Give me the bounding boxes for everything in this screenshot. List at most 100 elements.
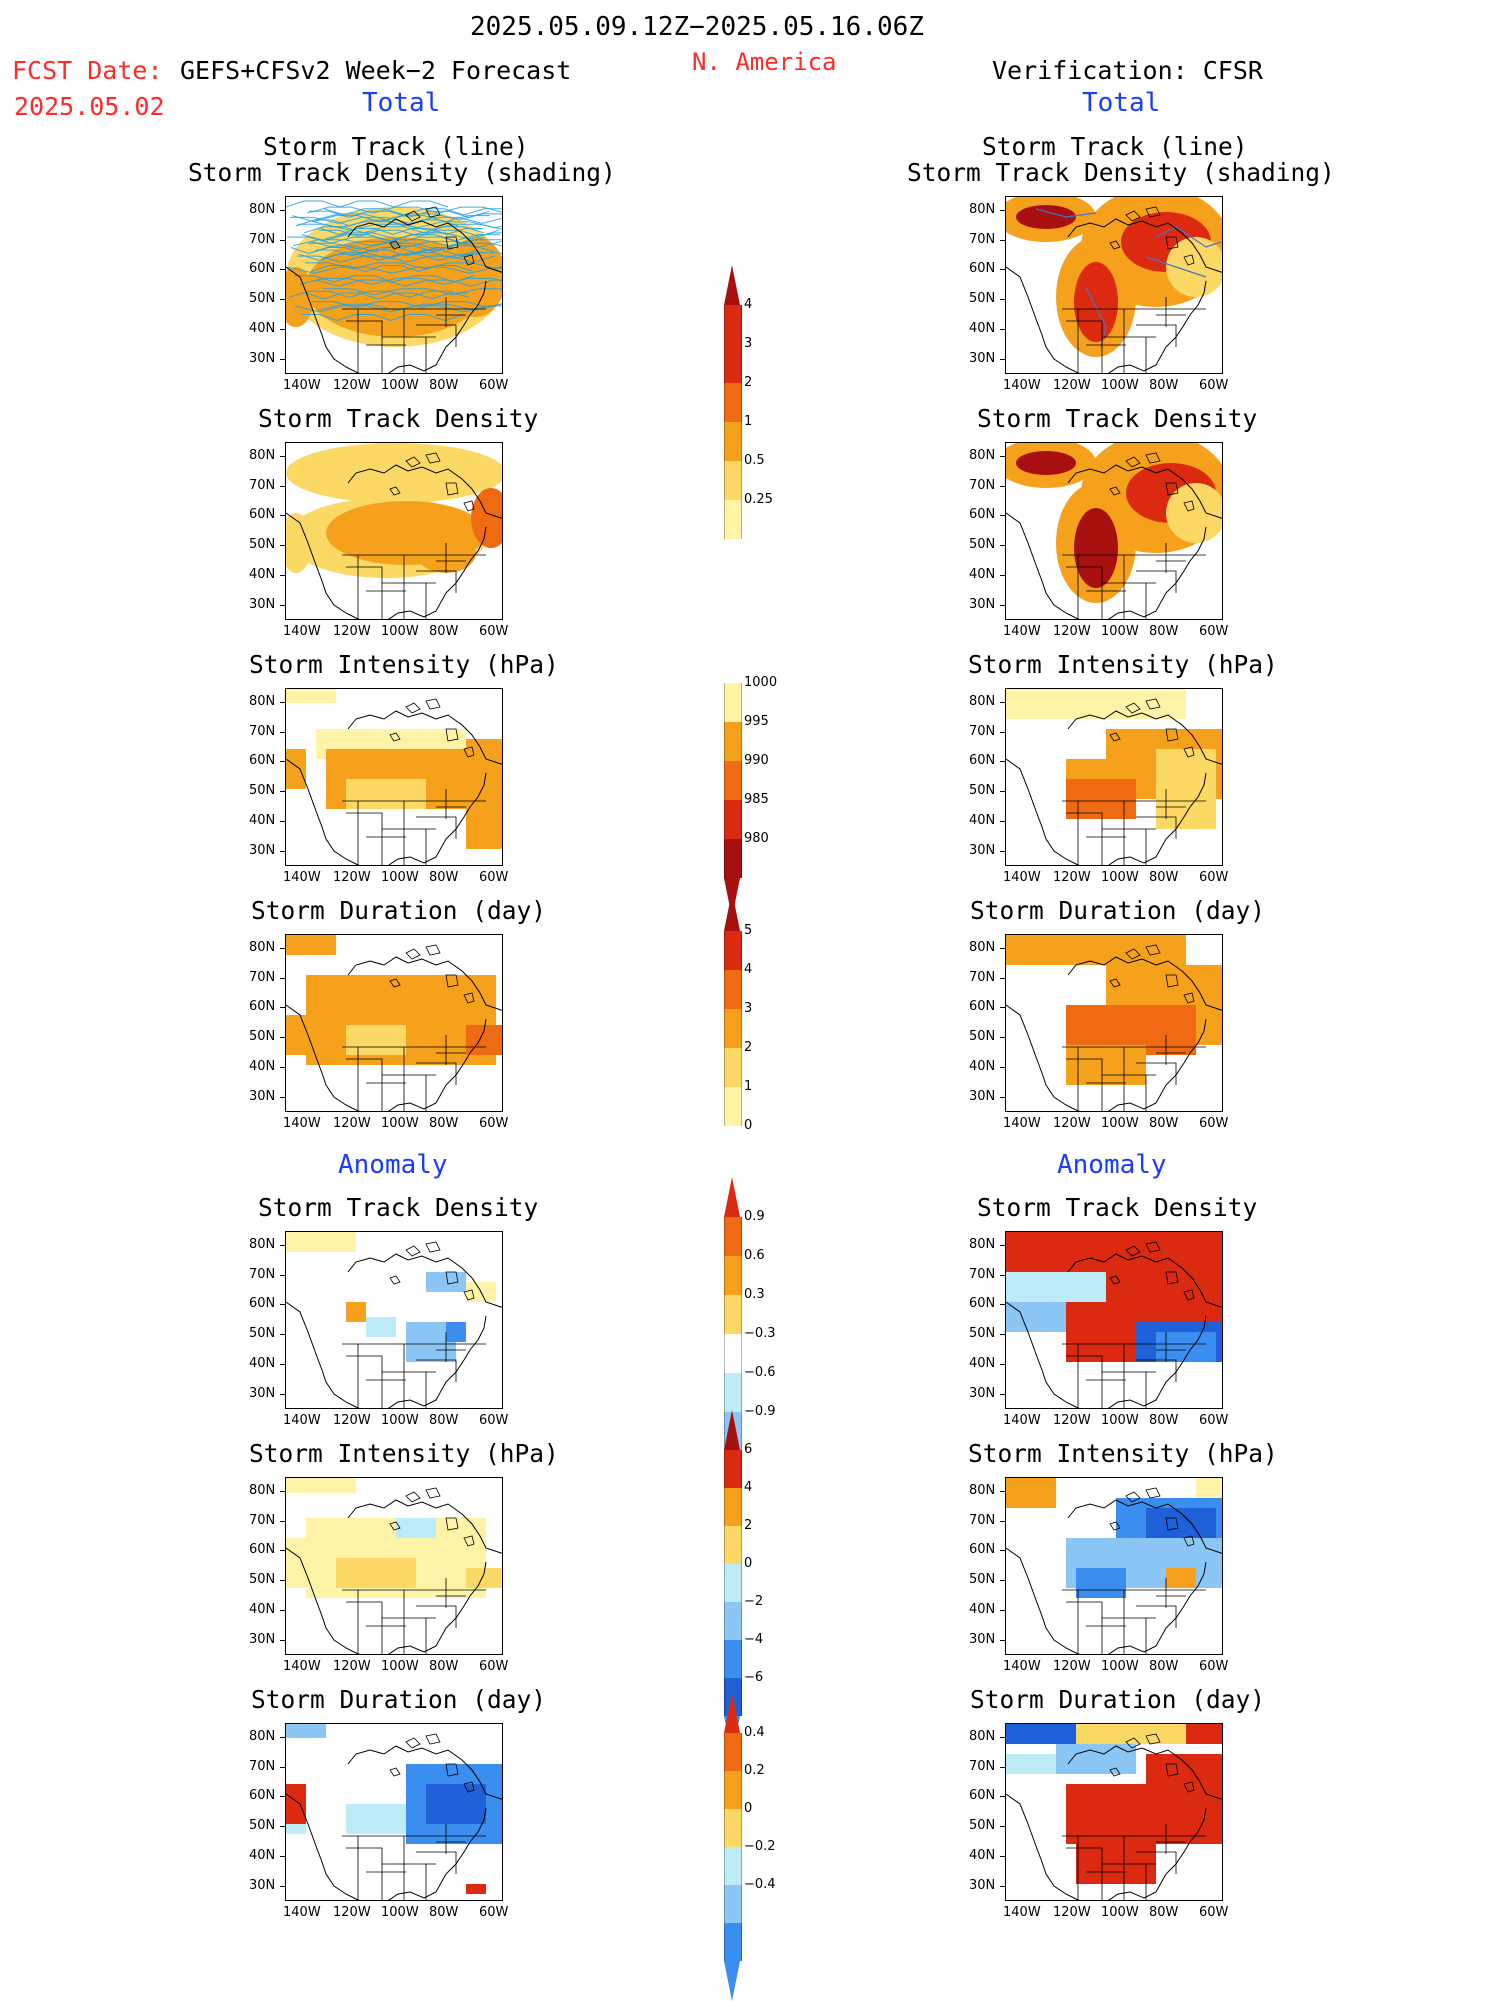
verification-intensity-lon-label: 140W (1003, 870, 1041, 885)
forecast-duration-lon-label: 80W (429, 1116, 459, 1131)
forecast-anom-intensity-lat-label: 60N (249, 1542, 276, 1557)
intensity-total-colorbar-label: 990 (744, 753, 769, 768)
forecast-anom-density-lon-label: 100W (381, 1413, 419, 1428)
verification-duration-lon-label: 60W (1199, 1116, 1229, 1131)
lat-tick (1000, 1610, 1005, 1611)
forecast-anom-intensity-map (285, 1477, 503, 1655)
lat-tick (1000, 948, 1005, 949)
verification-density-lines-lat-label: 60N (969, 261, 996, 276)
verification-density-lines-map (1005, 196, 1223, 374)
lat-tick (280, 1491, 285, 1492)
lat-tick (1000, 269, 1005, 270)
forecast-anom-duration-lat-label: 60N (249, 1788, 276, 1803)
colorbar-segment (724, 305, 742, 344)
lat-tick (280, 1304, 285, 1305)
lat-tick (1000, 1007, 1005, 1008)
verification-intensity-lat-label: 50N (969, 783, 996, 798)
verification-duration-lon-label: 140W (1003, 1116, 1041, 1131)
lat-tick (280, 575, 285, 576)
colorbar-segment (724, 1048, 742, 1087)
lat-tick (1000, 1856, 1005, 1857)
colorbar-segment (724, 683, 742, 722)
forecast-anom-intensity-lat-label: 50N (249, 1572, 276, 1587)
verification-density-lines-lat-label: 80N (969, 202, 996, 217)
anomaly-left-header: Anomaly (338, 1150, 448, 1180)
verification-density-lat-label: 30N (969, 597, 996, 612)
lat-tick (280, 486, 285, 487)
verification-anom-duration-lon-label: 80W (1149, 1905, 1179, 1920)
forecast-duration-lat-label: 50N (249, 1029, 276, 1044)
colorbar-segment (724, 1373, 742, 1412)
verification-anom-density-lon-label: 100W (1101, 1413, 1139, 1428)
forecast-intensity-map (285, 688, 503, 866)
lat-tick (280, 1245, 285, 1246)
lat-tick (280, 1886, 285, 1887)
lat-tick (1000, 486, 1005, 487)
lat-tick (280, 1067, 285, 1068)
lat-tick (280, 1856, 285, 1857)
verification-intensity-lat-label: 40N (969, 813, 996, 828)
left-track-line-title: Storm Track (line) (263, 132, 529, 161)
forecast-anom-density-lat-label: 70N (249, 1267, 276, 1282)
verification-anom-duration-lat-label: 70N (969, 1759, 996, 1774)
verification-anom-duration-lon-label: 120W (1053, 1905, 1091, 1920)
lat-tick (280, 978, 285, 979)
forecast-anom-duration-lon-label: 60W (479, 1905, 509, 1920)
forecast-anom-density-map (285, 1231, 503, 1409)
forecast-duration-lon-label: 60W (479, 1116, 509, 1131)
verification-anom-density-lat-label: 80N (969, 1237, 996, 1252)
forecast-intensity-lat-label: 30N (249, 843, 276, 858)
intensity-anom-colorbar-label: 0 (744, 1556, 753, 1571)
intensity-total-colorbar-label: 980 (744, 831, 769, 846)
forecast-anom-intensity-lon-label: 80W (429, 1659, 459, 1674)
forecast-density-lon-label: 80W (429, 624, 459, 639)
forecast-duration-lat-label: 30N (249, 1089, 276, 1104)
region-label: N. America (692, 48, 837, 76)
lat-tick (280, 1334, 285, 1335)
verification-density-lat-label: 60N (969, 507, 996, 522)
colorbar-top-arrow (724, 265, 740, 305)
forecast-anom-duration-lat-label: 30N (249, 1878, 276, 1893)
left-anom-duration-title: Storm Duration (day) (251, 1685, 547, 1714)
forecast-anom-intensity-lon-label: 120W (333, 1659, 371, 1674)
lat-tick (1000, 1304, 1005, 1305)
duration-anom-colorbar-label: 0.2 (744, 1763, 765, 1778)
duration-anom-colorbar-label: −0.4 (744, 1877, 776, 1892)
verification-duration-lat-label: 60N (969, 999, 996, 1014)
duration-total-colorbar-label: 2 (744, 1040, 753, 1055)
fcst-date-label: FCST Date: (12, 56, 163, 85)
forecast-duration-lat-label: 70N (249, 970, 276, 985)
forecast-name: GEFS+CFSv2 Week−2 Forecast (180, 56, 572, 85)
verification-anom-duration-map (1005, 1723, 1223, 1901)
verification-anom-density-lat-label: 30N (969, 1386, 996, 1401)
density-total-colorbar-label: 1 (744, 414, 753, 429)
duration-anom-colorbar (724, 1693, 742, 2001)
forecast-anom-density-lat-label: 40N (249, 1356, 276, 1371)
verification-density-lines-lon-label: 60W (1199, 378, 1229, 393)
forecast-density-lat-label: 70N (249, 478, 276, 493)
verification-density-lon-label: 140W (1003, 624, 1041, 639)
lat-tick (1000, 702, 1005, 703)
duration-anom-colorbar-label: 0 (744, 1801, 753, 1816)
lat-tick (280, 269, 285, 270)
verification-anom-intensity-lat-label: 50N (969, 1572, 996, 1587)
verification-density-lines-lat-label: 40N (969, 321, 996, 336)
lat-tick (1000, 791, 1005, 792)
intensity-anom-colorbar-label: 2 (744, 1518, 753, 1533)
verification-anom-intensity-lon-label: 100W (1101, 1659, 1139, 1674)
intensity-anom-colorbar-label: 4 (744, 1480, 753, 1495)
forecast-anom-duration-lat-label: 40N (249, 1848, 276, 1863)
lat-tick (1000, 1550, 1005, 1551)
intensity-total-colorbar-label: 985 (744, 792, 769, 807)
forecast-anom-duration-lat-label: 70N (249, 1759, 276, 1774)
verification-anom-density-lon-label: 60W (1199, 1413, 1229, 1428)
forecast-duration-map (285, 934, 503, 1112)
verification-duration-lat-label: 80N (969, 940, 996, 955)
lat-tick (280, 329, 285, 330)
lat-tick (1000, 210, 1005, 211)
colorbar-segment (724, 1847, 742, 1885)
anomaly-right-header: Anomaly (1057, 1150, 1167, 1180)
density-anom-colorbar-label: 0.9 (744, 1209, 765, 1224)
lat-tick (1000, 1275, 1005, 1276)
forecast-anom-density-lat-label: 50N (249, 1326, 276, 1341)
